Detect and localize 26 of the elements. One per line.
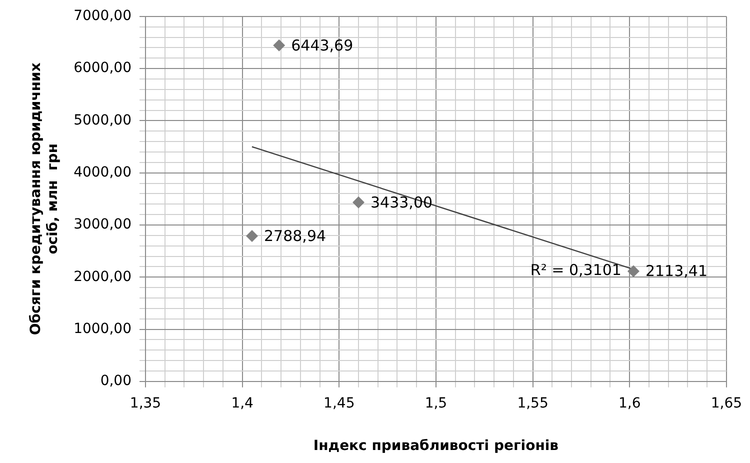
x-axis-title: Індекс привабливості регіонів [313, 438, 559, 454]
y-tick-label: 1000,00 [74, 320, 132, 337]
data-label: 6443,69 [291, 36, 354, 54]
point [246, 230, 258, 242]
data-label: 2113,41 [645, 262, 708, 280]
point [627, 265, 640, 278]
y-tick-label: 3000,00 [74, 216, 132, 233]
point [273, 39, 286, 52]
y-tick-label: 4000,00 [74, 164, 132, 180]
x-tick-label: 1,5 [424, 395, 448, 412]
x-tick-label: 1,6 [618, 395, 641, 412]
point [352, 196, 364, 208]
y-tick-label: 5000,00 [74, 112, 132, 128]
y-tick-label: 6000,00 [74, 60, 132, 76]
y-axis-title: Обсяги кредитування юридичних осіб, млн грн [28, 62, 61, 336]
data-label: 3433,00 [370, 193, 433, 212]
x-tick-label: 1,45 [324, 395, 355, 412]
x-tick-label: 1,35 [130, 395, 162, 412]
x-tick-label: 1,55 [517, 395, 548, 412]
x-tick-label: 1,65 [710, 395, 742, 412]
x-tick-label: 1,4 [231, 395, 254, 412]
y-tick-label: 0,00 [100, 373, 132, 390]
data-label: 2788,94 [264, 226, 326, 245]
y-tick-label: 7000,00 [74, 8, 132, 24]
annotation: R² = 0,3101 [530, 261, 622, 280]
y-tick-label: 2000,00 [74, 268, 132, 285]
